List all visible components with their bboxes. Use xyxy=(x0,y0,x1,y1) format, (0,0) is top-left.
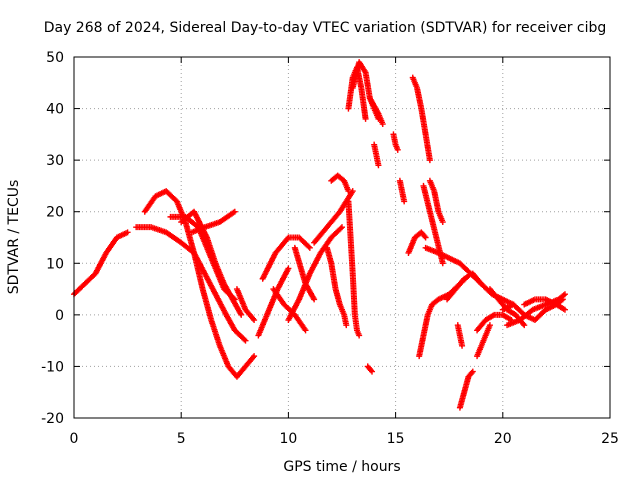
data-point xyxy=(379,121,386,128)
series-arc34 xyxy=(469,270,517,308)
axis-ticks xyxy=(73,56,611,419)
series-arc15 xyxy=(345,198,363,339)
series-arc31 xyxy=(454,322,466,349)
data-point xyxy=(238,311,245,318)
series-arc6 xyxy=(188,208,238,236)
series-arc39 xyxy=(521,296,568,313)
y-tick-label: -10 xyxy=(41,359,64,375)
data-point xyxy=(421,233,428,240)
series-arc35 xyxy=(474,311,515,334)
data-point xyxy=(345,188,352,195)
x-axis-label: GPS time / hours xyxy=(283,459,400,475)
series-arc38 xyxy=(504,291,568,329)
data-point xyxy=(560,292,567,299)
series-arc11 xyxy=(285,224,345,324)
series-arc30 xyxy=(444,275,468,303)
data-point xyxy=(367,367,374,374)
data-point xyxy=(362,115,369,122)
data-point xyxy=(311,296,318,303)
series-arc21 xyxy=(390,131,401,153)
series-arc33 xyxy=(474,322,493,360)
series-arc27 xyxy=(405,229,429,256)
series-arc8 xyxy=(255,265,292,339)
data-point xyxy=(356,332,363,339)
series-arc13 xyxy=(311,188,356,246)
series-arc9 xyxy=(259,234,313,282)
data-point xyxy=(241,336,248,343)
x-tick-label: 5 xyxy=(177,431,186,447)
grid-lines xyxy=(74,57,610,418)
series-arc28 xyxy=(422,244,485,287)
y-tick-label: 40 xyxy=(46,102,64,118)
y-tick-label: 30 xyxy=(46,153,64,169)
series-arc16 xyxy=(323,244,350,329)
series-arc26 xyxy=(426,177,446,226)
data-points xyxy=(71,59,568,411)
x-tick-label: 20 xyxy=(494,431,512,447)
data-point xyxy=(422,234,429,241)
series-arc1 xyxy=(71,229,131,298)
y-axis-label: SDTVAR / TECUs xyxy=(6,180,22,295)
series-arc7 xyxy=(233,286,258,324)
series-arc23 xyxy=(364,363,376,375)
data-point xyxy=(520,320,527,327)
data-point xyxy=(124,229,131,236)
data-point xyxy=(426,157,433,164)
series-arc3 xyxy=(133,224,249,344)
y-tick-label: 10 xyxy=(46,256,64,272)
data-point xyxy=(439,260,446,267)
x-tick-label: 10 xyxy=(279,431,297,447)
data-point xyxy=(561,291,568,298)
data-point xyxy=(469,368,476,375)
data-point xyxy=(439,219,446,226)
x-tick-label: 15 xyxy=(387,431,405,447)
data-point xyxy=(339,224,345,231)
series-arc24 xyxy=(409,74,433,164)
series-arc22 xyxy=(396,177,408,205)
x-tick-label: 0 xyxy=(70,431,79,447)
series-arc32 xyxy=(456,368,476,411)
data-point xyxy=(394,146,401,153)
tick-labels: 0 5 10 15 20 25 -20 -10 0 10 20 30 40 50 xyxy=(41,50,619,447)
plot-frame xyxy=(73,56,611,419)
data-point xyxy=(306,244,313,251)
data-point xyxy=(521,322,528,329)
chart-title: Day 268 of 2024, Sidereal Day-to-day VTE… xyxy=(44,20,607,36)
data-point xyxy=(251,353,258,360)
data-point xyxy=(242,337,249,344)
y-tick-label: -20 xyxy=(41,411,64,427)
data-point xyxy=(337,225,344,232)
series-arc19 xyxy=(366,95,386,128)
y-tick-label: 50 xyxy=(46,50,64,66)
data-point xyxy=(285,265,292,272)
data-point xyxy=(305,243,312,250)
data-point xyxy=(401,198,408,205)
data-point xyxy=(461,275,468,282)
data-point xyxy=(460,277,467,284)
data-point xyxy=(375,162,382,169)
y-tick-label: 20 xyxy=(46,205,64,221)
data-point xyxy=(231,208,238,215)
data-point xyxy=(284,235,291,242)
data-point xyxy=(369,368,376,375)
series-arc14 xyxy=(328,172,352,195)
data-point xyxy=(250,315,257,322)
series-arc20 xyxy=(371,141,382,169)
data-point xyxy=(468,369,475,376)
series-arc12 xyxy=(291,244,318,303)
data-point xyxy=(343,322,350,329)
data-point xyxy=(250,354,257,361)
data-point xyxy=(251,317,258,324)
data-point xyxy=(561,306,568,313)
x-tick-label: 25 xyxy=(601,431,619,447)
data-point xyxy=(459,342,466,349)
data-point xyxy=(486,322,493,329)
y-tick-label: 0 xyxy=(55,308,64,324)
data-point xyxy=(302,327,309,334)
